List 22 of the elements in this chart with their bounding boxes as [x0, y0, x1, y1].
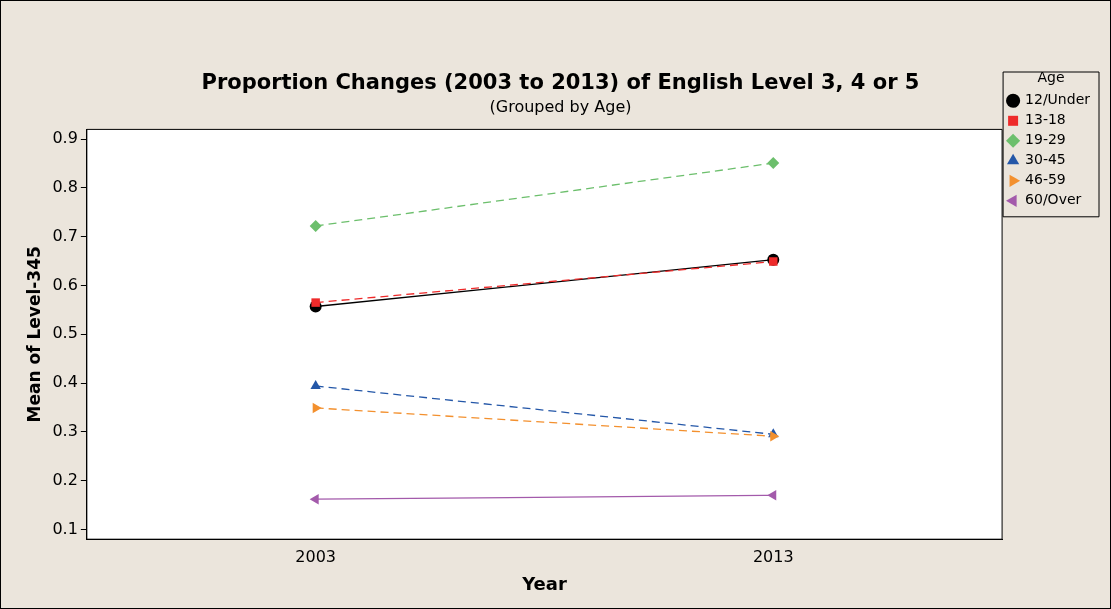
legend-label: 60/Over: [1025, 191, 1082, 208]
x-tick-label: 2013: [752, 546, 794, 566]
chart-title: Proportion Changes (2003 to 2013) of English Level 3, 4 or 5: [201, 70, 920, 95]
legend-label: 12/Under: [1025, 91, 1091, 108]
y-tick-label: 0.3: [52, 421, 78, 441]
y-tick-label: 0.2: [52, 469, 78, 489]
y-tick-label: 0.9: [52, 128, 78, 148]
y-tick-label: 0.8: [52, 177, 78, 197]
legend-label: 13-18: [1025, 111, 1066, 128]
legend-label: 46-59: [1025, 171, 1066, 188]
y-tick-label: 0.7: [52, 225, 78, 245]
x-axis-title: Year: [521, 572, 567, 594]
chart-subtitle: (Grouped by Age): [489, 96, 632, 116]
legend-label: 30-45: [1025, 151, 1066, 168]
y-tick-label: 0.4: [52, 372, 78, 392]
legend-title: Age: [1037, 68, 1065, 85]
y-axis-title: Mean of Level-345: [23, 246, 44, 423]
y-tick-label: 0.5: [52, 323, 78, 343]
y-tick-label: 0.1: [52, 518, 78, 538]
y-tick-label: 0.6: [52, 274, 78, 294]
legend-label: 19-29: [1025, 131, 1066, 148]
x-tick-label: 2003: [295, 546, 337, 566]
